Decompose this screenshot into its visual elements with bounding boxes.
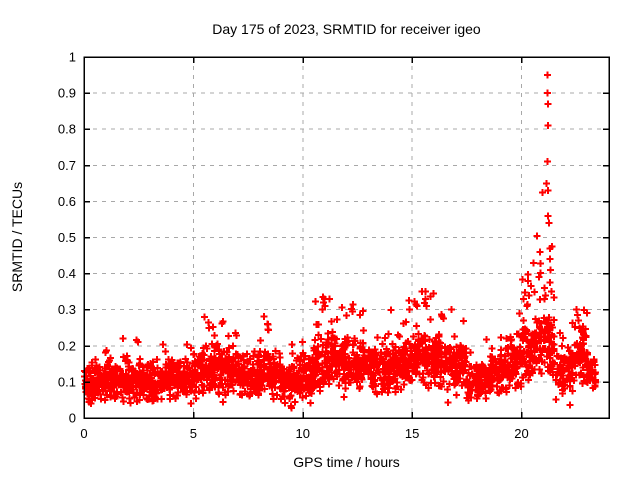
x-tick-label: 0 [80, 426, 87, 441]
x-tick-label: 15 [405, 426, 419, 441]
x-axis-label: GPS time / hours [293, 454, 400, 470]
y-tick-label: 0.6 [58, 194, 76, 209]
scatter-plus-markers [81, 71, 599, 412]
y-tick-label: 0.8 [58, 122, 76, 137]
y-tick-label: 0 [69, 411, 76, 426]
y-tick-label: 0.4 [58, 266, 76, 281]
y-tick-label: 0.1 [58, 374, 76, 389]
axes [83, 56, 610, 419]
tick-marks [83, 56, 609, 419]
x-tick-label: 10 [296, 426, 310, 441]
y-tick-label: 1 [69, 50, 76, 65]
y-axis-label: SRMTID / TECUs [9, 181, 25, 293]
y-tick-label: 0.5 [58, 230, 76, 245]
chart-title: Day 175 of 2023, SRMTID for receiver ige… [212, 21, 481, 37]
y-tick-label: 0.7 [58, 158, 76, 173]
tick-labels: 0 5 10 15 20 0 0.1 0.2 0.3 0.4 0.5 0.6 0.7 0.8 0.9 1 [58, 50, 529, 442]
x-tick-label: 20 [514, 426, 528, 441]
x-tick-label: 5 [190, 426, 197, 441]
data-points [81, 71, 599, 412]
y-tick-label: 0.9 [58, 86, 76, 101]
y-tick-label: 0.2 [58, 338, 76, 353]
y-tick-label: 0.3 [58, 302, 76, 317]
